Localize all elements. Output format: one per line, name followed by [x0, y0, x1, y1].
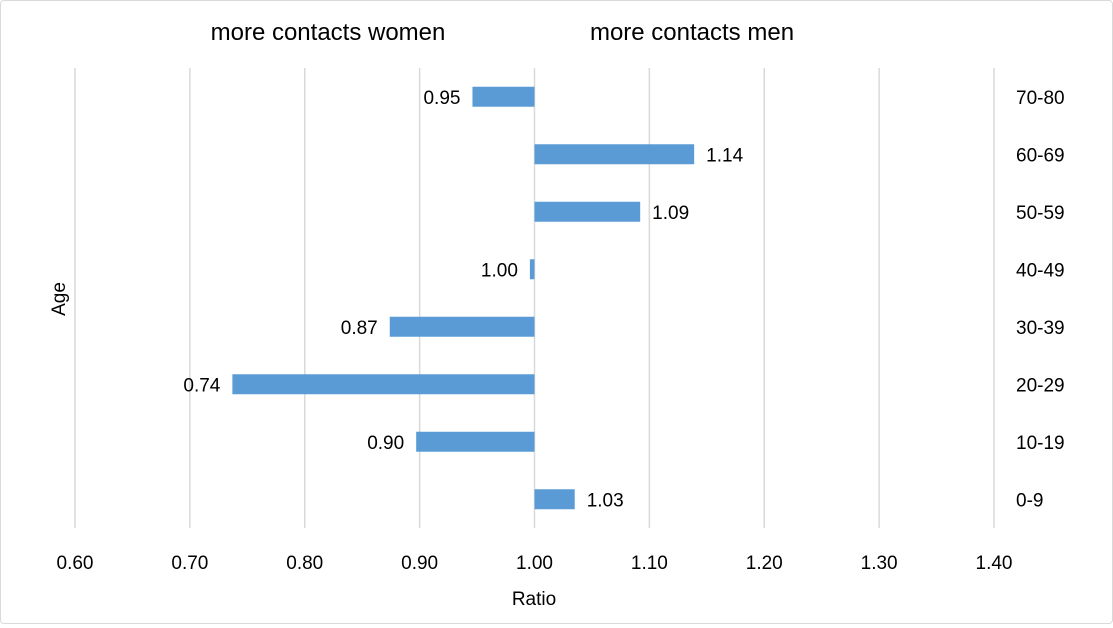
bar-10-19	[416, 431, 535, 452]
data-label: 0.90	[367, 433, 404, 454]
x-tick-label: 1.10	[631, 553, 668, 574]
bar-40-49	[529, 259, 535, 280]
data-label: 1.00	[481, 260, 518, 281]
category-label: 10-19	[1016, 433, 1065, 454]
x-tick-label: 0.70	[171, 553, 208, 574]
data-label: 1.14	[706, 145, 743, 166]
annotation-women: more contacts women	[211, 19, 446, 46]
y-axis-title: Age	[49, 282, 70, 316]
bar-60-69	[534, 144, 695, 165]
x-axis-title: Ratio	[512, 589, 556, 610]
category-label: 40-49	[1016, 260, 1065, 281]
bar-50-59	[534, 201, 641, 222]
x-tick-label: 1.20	[746, 553, 783, 574]
category-label: 60-69	[1016, 145, 1065, 166]
category-label: 0-9	[1016, 490, 1043, 511]
x-tick-label: 0.60	[57, 553, 94, 574]
data-label: 1.09	[652, 203, 689, 224]
data-label: 1.03	[587, 490, 624, 511]
category-label: 30-39	[1016, 318, 1065, 339]
data-label: 0.74	[183, 375, 220, 396]
bar-20-29	[232, 374, 535, 395]
x-tick-label: 1.30	[861, 553, 898, 574]
bar-70-80	[472, 86, 535, 107]
bar-0-9	[534, 489, 575, 510]
data-label: 0.95	[423, 88, 460, 109]
x-tick-label: 1.40	[976, 553, 1013, 574]
category-label: 50-59	[1016, 203, 1065, 224]
x-tick-label: 0.80	[286, 553, 323, 574]
x-tick-label: 0.90	[401, 553, 438, 574]
annotation-men: more contacts men	[590, 19, 794, 46]
category-label: 70-80	[1016, 88, 1065, 109]
data-label: 0.87	[341, 318, 378, 339]
category-label: 20-29	[1016, 375, 1065, 396]
bar-30-39	[389, 316, 535, 337]
x-tick-label: 1.00	[516, 553, 553, 574]
